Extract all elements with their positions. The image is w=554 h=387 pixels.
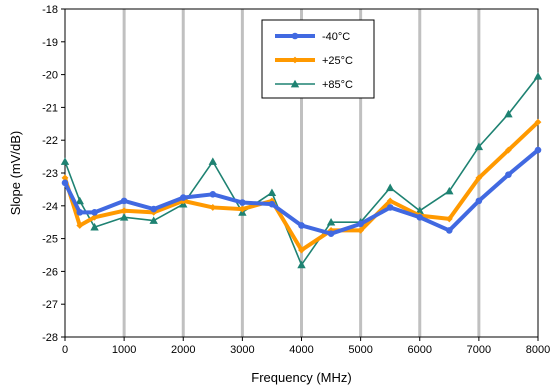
y-tick-label-1: -19 — [42, 37, 58, 49]
series-0-point-3 — [120, 197, 128, 205]
series-0-point-14 — [446, 227, 453, 234]
series-2-point-14 — [445, 186, 454, 195]
legend-marker-1 — [291, 56, 299, 64]
y-axis-title: Slope (mV/dB) — [8, 131, 23, 216]
y-tick-label-8: -26 — [42, 266, 58, 278]
y-tick-label-3: -21 — [42, 102, 58, 114]
series-1-point-2 — [91, 213, 98, 221]
series-0-point-8 — [268, 200, 276, 208]
x-tick-label-4: 4000 — [289, 344, 313, 356]
series-0-point-15 — [475, 197, 483, 205]
series-2-point-17 — [533, 72, 543, 80]
series-1-point-17 — [534, 118, 542, 126]
series-1-point-12 — [386, 197, 394, 205]
series-2-point-9 — [297, 260, 306, 269]
x-tick-label-0: 0 — [62, 344, 68, 356]
y-tick-label-2: -20 — [42, 70, 58, 82]
series-0-point-17 — [534, 146, 542, 154]
series-0-point-12 — [386, 204, 394, 211]
legend: -40°C +25°C +85°C — [261, 19, 375, 99]
series-0-point-1 — [76, 209, 84, 216]
series-1-point-11 — [357, 227, 365, 234]
legend-item-2: +85°C — [275, 79, 353, 91]
legend-marker-0 — [291, 32, 299, 40]
series-0-point-10 — [327, 230, 335, 237]
y-tick-label-9: -27 — [42, 299, 58, 311]
series-0-point-16 — [505, 171, 512, 178]
x-tick-label-2: 2000 — [171, 344, 195, 356]
y-tick-label-5: -23 — [42, 168, 58, 180]
x-tick-label-7: 7000 — [467, 344, 491, 356]
series-line-0 — [63, 148, 540, 236]
series-2-point-16 — [504, 109, 513, 118]
y-tick-label-7: -25 — [42, 234, 58, 246]
series-2-point-3 — [119, 213, 129, 221]
legend-marker-2 — [290, 79, 300, 88]
series-2-point-2 — [90, 222, 99, 231]
series-1-point-15 — [475, 174, 483, 182]
x-tick-label-5: 5000 — [348, 344, 372, 356]
legend-label-2: +85°C — [322, 79, 353, 91]
series-0-point-6 — [209, 191, 217, 198]
series-1-point-3 — [120, 207, 128, 215]
series-2-point-8 — [267, 188, 277, 197]
y-tick-label-0: -18 — [42, 4, 58, 16]
series-2-point-10 — [326, 218, 336, 226]
series-1-point-1 — [76, 222, 84, 229]
series-2-point-0 — [60, 157, 70, 165]
series-0-point-2 — [91, 209, 98, 216]
series-2-point-13 — [415, 206, 424, 215]
series-line-1 — [63, 120, 540, 253]
x-tick-label-1: 1000 — [112, 344, 136, 356]
y-tick-label-4: -22 — [42, 135, 58, 147]
series-0 — [61, 146, 542, 237]
series-0-point-9 — [298, 222, 305, 229]
x-axis-title: Frequency (MHz) — [251, 370, 351, 385]
series-2-point-15 — [474, 142, 484, 151]
y-tick-label-10: -28 — [42, 332, 58, 344]
x-tick-label-8: 8000 — [526, 344, 550, 356]
series-0-point-0 — [61, 179, 69, 187]
series-0-point-7 — [239, 199, 246, 206]
x-tick-label-3: 3000 — [230, 344, 254, 356]
series-1 — [61, 118, 542, 254]
tick-labels: -18 -19 -20 -21 -22 -23 -24 -25 -26 -27 -28 0 1000 20… — [42, 4, 550, 356]
series-0-point-11 — [357, 220, 364, 228]
x-tick-label-6: 6000 — [408, 344, 432, 356]
series-2-point-6 — [208, 157, 218, 165]
series-0-point-5 — [179, 194, 187, 201]
y-tick-label-6: -24 — [42, 201, 58, 213]
series-1-point-7 — [238, 205, 246, 213]
series-1-point-16 — [505, 146, 512, 154]
series-0-point-4 — [150, 205, 157, 213]
series-2-point-12 — [385, 183, 395, 192]
legend-item-0: -40°C — [275, 31, 350, 43]
legend-label-1: +25°C — [322, 55, 353, 67]
series-2-point-4 — [149, 216, 158, 224]
series-1-point-9 — [298, 246, 305, 254]
series-1-point-0 — [61, 174, 69, 182]
legend-item-1: +25°C — [275, 55, 353, 67]
series-2-point-1 — [75, 196, 84, 205]
series-layer — [60, 72, 543, 269]
series-1-point-14 — [445, 215, 453, 223]
series-0-point-13 — [416, 213, 424, 221]
legend-label-0: -40°C — [322, 31, 350, 43]
series-1-point-6 — [209, 204, 217, 211]
